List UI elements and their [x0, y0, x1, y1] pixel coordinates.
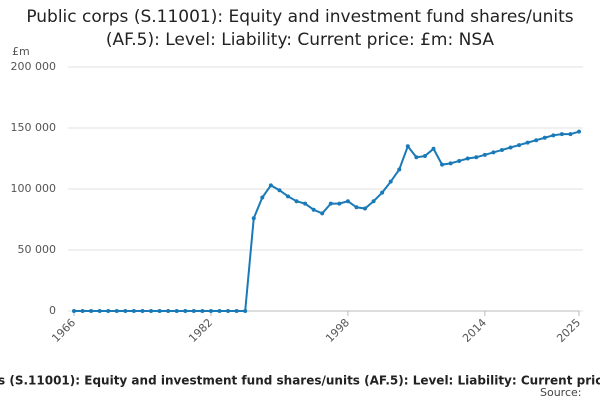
y-unit: £m — [12, 45, 30, 58]
y-tick-label: 200 000 — [11, 60, 57, 73]
point — [474, 155, 479, 160]
y-tick-label: 100 000 — [11, 182, 57, 195]
point — [149, 309, 154, 313]
point — [89, 309, 94, 313]
point — [268, 183, 273, 188]
point — [114, 309, 119, 313]
point — [72, 309, 76, 313]
point — [405, 144, 410, 149]
point — [440, 162, 445, 167]
x-tick-label: 1966 — [49, 316, 78, 345]
x-tick-label: 2014 — [460, 316, 489, 345]
footer-title: Public corps (S.11001): Equity and inves… — [0, 374, 600, 388]
point — [542, 135, 547, 140]
point — [208, 309, 213, 313]
point — [551, 133, 556, 138]
x-tick-label: 1998 — [323, 316, 352, 345]
y-tick-label: 150 000 — [11, 121, 57, 134]
point — [226, 309, 231, 313]
source: Source: — [540, 386, 582, 399]
point — [354, 205, 359, 210]
point — [517, 143, 522, 148]
point — [174, 309, 179, 313]
point — [80, 309, 85, 313]
point — [243, 309, 248, 313]
point — [499, 147, 504, 152]
point — [183, 309, 188, 313]
point — [482, 152, 487, 157]
point — [191, 309, 196, 313]
point — [448, 161, 453, 166]
point — [345, 199, 350, 204]
point — [422, 154, 427, 159]
y-tick-label: 0 — [49, 304, 56, 317]
point — [131, 309, 136, 313]
point — [457, 158, 462, 163]
point — [414, 155, 419, 160]
point — [559, 132, 564, 137]
point — [234, 309, 239, 313]
point — [285, 194, 290, 199]
point — [123, 309, 128, 313]
point — [363, 206, 368, 211]
point — [140, 309, 145, 313]
point — [491, 150, 496, 155]
series-line — [74, 130, 580, 312]
point — [217, 309, 222, 313]
point — [303, 201, 308, 206]
x-tick-label: 2025 — [554, 316, 583, 345]
point — [320, 211, 325, 216]
point — [260, 195, 265, 200]
point — [251, 216, 256, 221]
point — [465, 156, 470, 161]
point — [508, 145, 513, 150]
point — [380, 190, 385, 195]
point — [577, 129, 581, 134]
x-tick-label: 1982 — [186, 316, 215, 345]
point — [568, 132, 573, 137]
y-tick-label: 50 000 — [18, 243, 57, 256]
point — [328, 201, 333, 206]
point — [106, 309, 111, 313]
point — [337, 201, 342, 206]
point — [371, 199, 376, 204]
point — [397, 167, 402, 172]
point — [431, 146, 436, 151]
point — [200, 309, 205, 313]
point — [525, 140, 530, 145]
point — [388, 179, 393, 184]
point — [277, 188, 282, 193]
point — [311, 207, 316, 212]
point — [294, 199, 299, 204]
point — [97, 309, 102, 313]
chart-title: Public corps (S.11001): Equity and inves… — [26, 7, 574, 50]
point — [166, 309, 171, 313]
point — [534, 138, 539, 143]
point — [157, 309, 162, 313]
